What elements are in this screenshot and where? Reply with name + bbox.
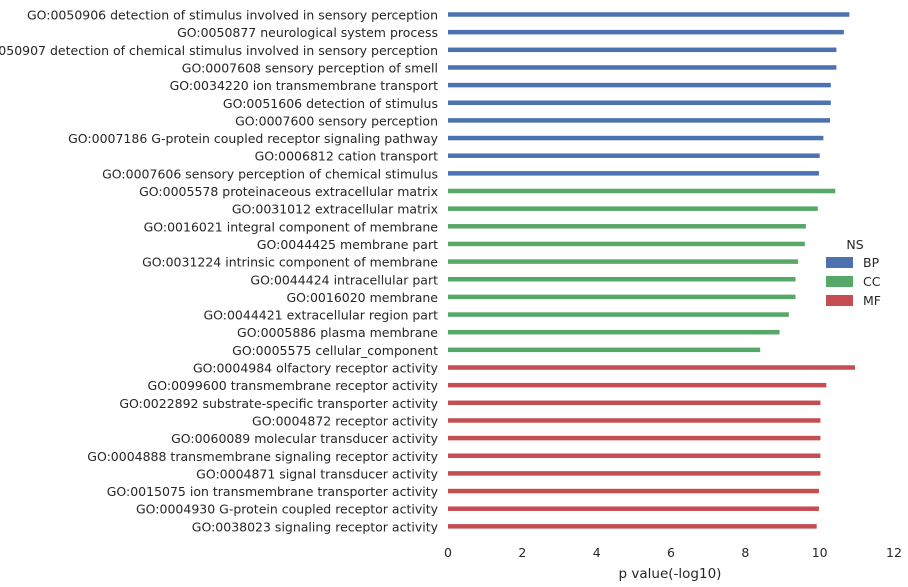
category-label: GO:0050877 neurological system process	[177, 25, 438, 40]
x-axis-ticks: 0 2 4 6 8 10 12	[444, 545, 902, 560]
bar-mf	[448, 488, 819, 494]
bar-mf	[448, 453, 821, 458]
bar-cc	[448, 206, 818, 211]
bar-cc	[448, 259, 799, 264]
legend-swatch-bp	[826, 257, 853, 268]
bar-bp	[448, 47, 837, 53]
legend: NS BP CC MF	[826, 237, 881, 308]
category-label: GO:0016020 membrane	[286, 290, 438, 305]
legend-label-mf: MF	[863, 293, 881, 308]
category-labels: GO:0050906 detection of stimulus involve…	[0, 8, 439, 535]
category-label: GO:0038023 signaling receptor activity	[192, 519, 439, 534]
bar-mf	[448, 365, 855, 370]
bar-mf	[448, 418, 821, 423]
category-label: GO:0044425 membrane part	[257, 237, 438, 252]
bar-cc	[448, 277, 796, 282]
legend-swatch-mf	[826, 295, 853, 306]
bar-mf	[448, 506, 819, 511]
category-label: GO:0007600 sensory perception	[235, 113, 438, 128]
category-label: GO:0044421 extracellular region part	[203, 308, 438, 323]
legend-swatch-cc	[826, 276, 853, 287]
category-label: GO:0034220 ion transmembrane transport	[170, 78, 439, 93]
category-label: GO:0051606 detection of stimulus	[223, 96, 438, 111]
bar-bp	[448, 65, 837, 70]
bar-mf	[448, 435, 821, 441]
bar-mf	[448, 400, 821, 406]
bar-bp	[448, 153, 820, 158]
legend-label-cc: CC	[863, 274, 881, 289]
category-label: GO:0005886 plasma membrane	[237, 325, 438, 340]
bar-bp	[448, 135, 824, 141]
bar-cc	[448, 188, 836, 194]
x-tick-label: 2	[518, 545, 526, 560]
category-label: GO:0007186 G-protein coupled receptor si…	[68, 131, 439, 146]
bar-mf	[448, 382, 827, 388]
x-tick-label: 6	[667, 545, 675, 560]
bar-mf	[448, 524, 817, 529]
bar-bp	[448, 29, 844, 35]
category-label: GO:0007606 sensory perception of chemica…	[102, 166, 438, 181]
category-label: GO:0004872 receptor activity	[252, 413, 439, 428]
category-label: GO:0007608 sensory perception of smell	[182, 60, 438, 75]
category-label: GO:0016021 integral component of membran…	[144, 219, 439, 234]
x-tick-label: 4	[593, 545, 601, 560]
bar-bp	[448, 171, 819, 176]
category-label: GO:0022892 substrate-specific transporte…	[119, 396, 438, 411]
category-label: GO:0005575 cellular_component	[232, 343, 438, 358]
category-label: GO:0015075 ion transmembrane transporter…	[107, 484, 439, 499]
bar-cc	[448, 294, 796, 300]
bar-cc	[448, 312, 789, 317]
category-label: GO:0004871 signal transducer activity	[196, 466, 438, 481]
category-label: GO:0004888 transmembrane signaling recep…	[87, 449, 438, 464]
bar-bp	[448, 12, 850, 17]
category-label: GO:0031012 extracellular matrix	[232, 202, 438, 217]
category-label: GO:0005578 proteinaceous extracellular m…	[139, 184, 438, 199]
category-label: GO:0004930 G-protein coupled receptor ac…	[136, 502, 439, 517]
category-label: GO:0004984 olfactory receptor activity	[193, 361, 439, 376]
category-label: GO:0060089 molecular transducer activity	[171, 431, 439, 446]
bars-layer	[448, 12, 855, 529]
x-axis-title: p value(-log10)	[619, 566, 722, 582]
bar-cc	[448, 347, 761, 353]
x-tick-label: 8	[741, 545, 749, 560]
bar-cc	[448, 241, 805, 247]
x-tick-label: 10	[812, 545, 828, 560]
x-tick-label: 12	[886, 545, 902, 560]
bar-mf	[448, 471, 821, 476]
bar-bp	[448, 100, 831, 105]
category-label: GO:0099600 transmembrane receptor activi…	[148, 378, 439, 393]
category-label: GO:0050906 detection of stimulus involve…	[27, 8, 438, 23]
x-tick-label: 0	[444, 545, 452, 560]
category-label: GO:0006812 cation transport	[255, 149, 438, 164]
bar-bp	[448, 82, 831, 88]
bar-cc	[448, 224, 806, 229]
category-label: GO:0031224 intrinsic component of membra…	[142, 255, 438, 270]
legend-title: NS	[846, 237, 863, 252]
category-label: GO:0050907 detection of chemical stimulu…	[0, 43, 438, 58]
category-label: GO:0044424 intracellular part	[250, 272, 438, 287]
bar-cc	[448, 329, 780, 335]
legend-label-bp: BP	[863, 255, 880, 270]
bar-bp	[448, 118, 831, 123]
